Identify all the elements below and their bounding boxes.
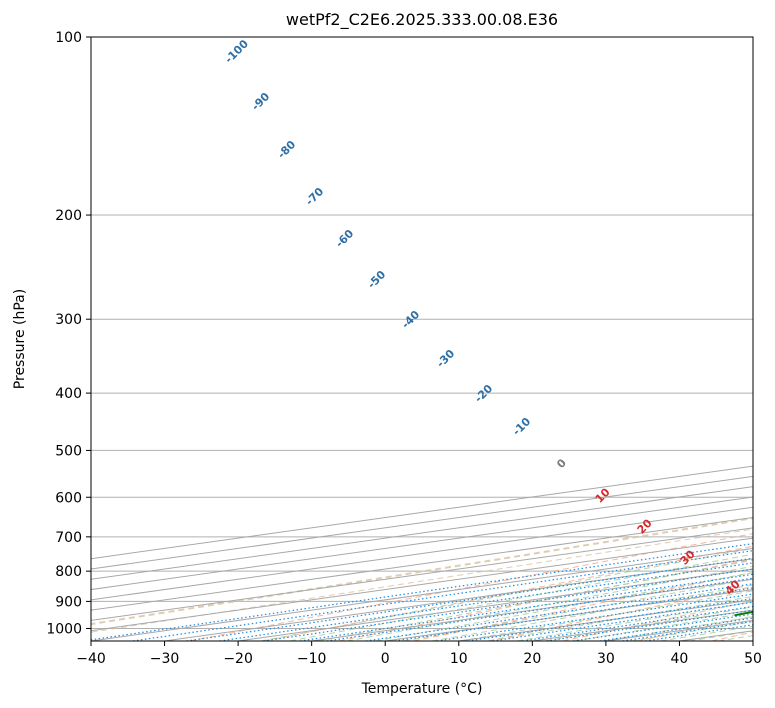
x-tick-label: 0	[381, 651, 390, 667]
mixing-ratio-lines	[91, 543, 753, 641]
x-axis-ticks: −40 −30 −20 −10 0 10 20 30 40 50	[76, 641, 762, 667]
mixing-ratio-line	[326, 577, 753, 641]
x-tick-label: 40	[671, 651, 689, 667]
x-tick-label: −30	[150, 651, 180, 667]
isotherm-line	[91, 486, 753, 580]
x-tick-label: −40	[76, 651, 106, 667]
isotherm-line	[91, 506, 753, 601]
x-tick-label: −20	[223, 651, 253, 667]
y-axis-label: Pressure (hPa)	[12, 289, 28, 389]
dry-adiabat-line	[413, 572, 753, 641]
moist-adiabat-line	[346, 565, 753, 641]
moist-adiabat-line	[431, 584, 753, 641]
isotherm-line	[91, 537, 753, 632]
mixing-ratio-line	[365, 583, 753, 641]
moist-adiabat-line	[488, 595, 753, 641]
y-tick-label: 500	[55, 443, 82, 459]
dry-adiabat-line	[189, 533, 753, 641]
isotherm-line	[91, 517, 753, 611]
isotherm-line	[91, 465, 753, 560]
isotherms	[91, 465, 753, 641]
y-tick-label: 700	[55, 530, 82, 546]
isotherm-line	[91, 527, 753, 621]
mixing-ratio-line	[263, 568, 753, 641]
curved-reference-line	[91, 517, 753, 626]
mixing-ratio-line	[132, 550, 753, 641]
chart-title: wetPf2_C2E6.2025.333.00.08.E36	[286, 10, 558, 30]
plot-frame	[90, 36, 754, 642]
y-tick-label: 900	[55, 594, 82, 610]
plot-area: -100-90-80-70-60-50-40-30-20-100.10.20.4…	[91, 37, 753, 641]
y-tick-label: 200	[55, 208, 82, 224]
x-tick-label: 30	[597, 651, 615, 667]
y-tick-label: 1000	[46, 621, 82, 637]
y-axis-ticks: 100 200 300 400 500 600 700 800 900 1000	[46, 30, 91, 637]
mixing-ratio-line	[394, 587, 753, 641]
x-tick-label: 50	[744, 651, 762, 667]
x-tick-label: 20	[523, 651, 541, 667]
y-tick-label: 800	[55, 564, 82, 580]
x-tick-label: 10	[450, 651, 468, 667]
isotherm-line	[91, 496, 753, 591]
x-tick-label: −10	[297, 651, 327, 667]
x-axis-label: Temperature (°C)	[361, 681, 483, 697]
y-tick-label: 600	[55, 490, 82, 506]
curved-reference-lines	[91, 517, 753, 633]
isotherm-line	[91, 475, 753, 570]
y-tick-label: 300	[55, 312, 82, 328]
y-tick-label: 400	[55, 386, 82, 402]
moist-adiabat-line	[403, 578, 753, 641]
y-tick-label: 100	[55, 30, 82, 46]
mixing-ratio-line	[299, 573, 753, 641]
horizontal-grid	[91, 37, 753, 629]
